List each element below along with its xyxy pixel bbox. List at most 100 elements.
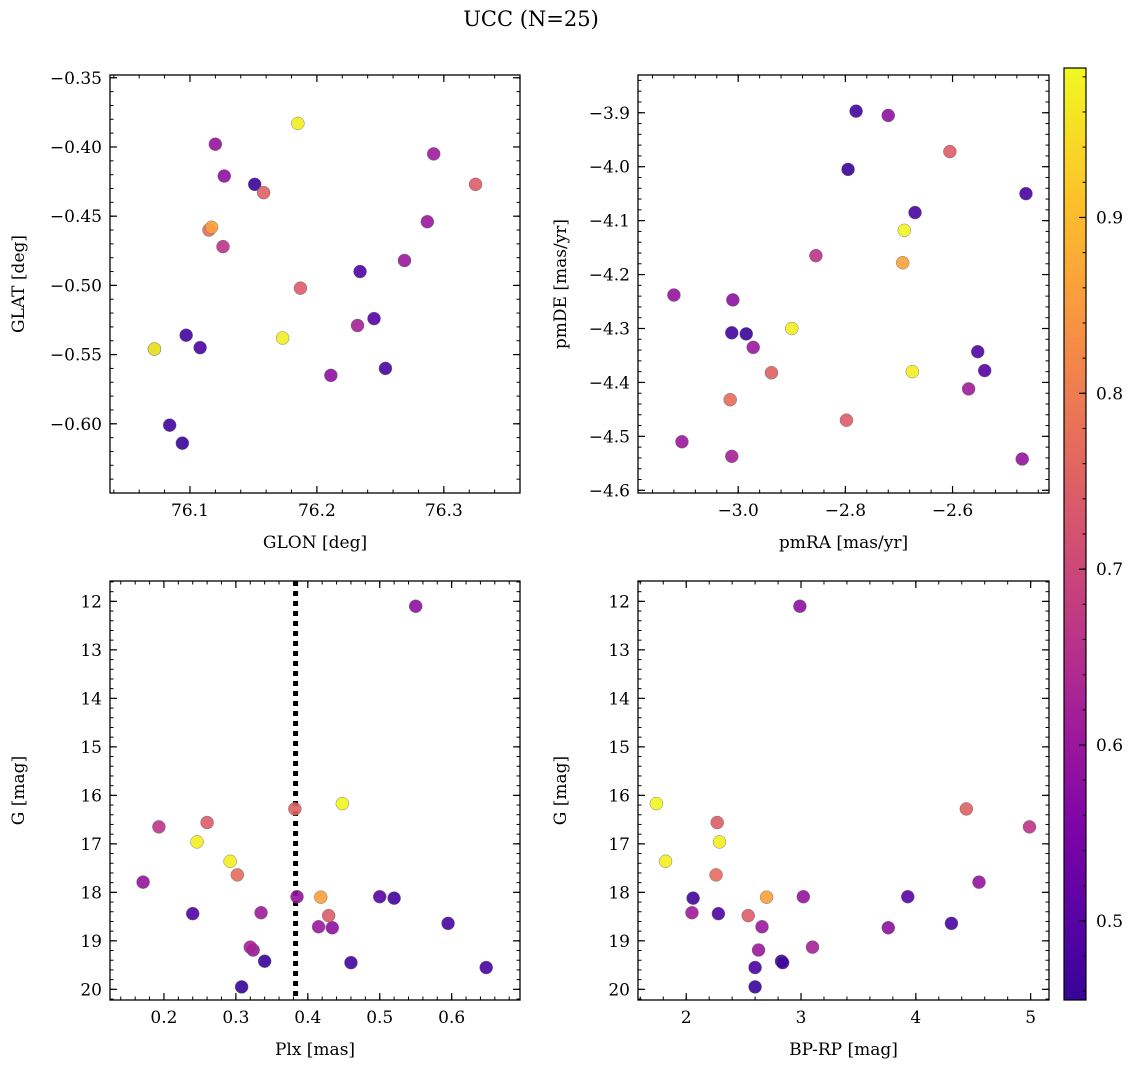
colorbar-tick-label: 0.8 <box>1096 384 1123 404</box>
scatter-point <box>216 239 230 254</box>
colorbar-tick-label: 0.5 <box>1096 912 1123 932</box>
scatter-point <box>1015 452 1029 466</box>
x-tick-label: −3.0 <box>718 501 759 521</box>
scatter-point <box>959 802 974 816</box>
scatter-point <box>748 980 762 994</box>
scatter-point <box>441 916 455 931</box>
scatter-point <box>208 137 223 151</box>
scatter-point <box>908 205 922 220</box>
scatter-point <box>839 413 854 427</box>
scatter-point <box>972 875 986 889</box>
x-tick-label: 0.4 <box>294 1008 321 1028</box>
y-tick-label: 12 <box>608 592 630 612</box>
scatter-point <box>291 116 305 131</box>
scatter-point <box>711 906 726 921</box>
scatter-point <box>944 916 959 931</box>
y-tick-label: 13 <box>80 641 102 661</box>
scatter-point <box>147 342 162 356</box>
scatter-point <box>200 815 214 830</box>
y-tick-label: 20 <box>608 980 630 1000</box>
scatter-point <box>764 366 779 380</box>
scatter-points <box>667 104 1033 466</box>
scatter-point <box>1022 820 1037 834</box>
scatter-point <box>793 599 807 613</box>
scatter-point <box>321 908 336 923</box>
x-tick-label: −2.8 <box>825 501 866 521</box>
scatter-point <box>162 418 177 432</box>
scatter-point <box>896 255 910 270</box>
scatter-point <box>230 868 245 882</box>
y-tick-label: −4.6 <box>589 481 630 501</box>
y-tick-label: 12 <box>80 592 102 612</box>
x-tick-label: 4 <box>910 1008 921 1028</box>
y-tick-label: −4.2 <box>589 266 630 286</box>
y-tick-label: −4.3 <box>589 319 630 339</box>
figure-title: UCC (N=25) <box>463 7 599 31</box>
y-tick-label: 20 <box>80 980 102 1000</box>
scatter-point <box>746 340 760 355</box>
y-axis-label: G [mag] <box>551 756 571 825</box>
scatter-point <box>254 906 268 920</box>
scatter-point <box>739 327 753 341</box>
scatter-point <box>256 185 271 200</box>
scatter-point <box>796 890 811 904</box>
scatter-point <box>420 215 435 229</box>
panel-4: 2 3 4 5 12 13 14 15 16 17 18 19 20 BP-RP [mag] G [mag] <box>551 580 1050 1060</box>
scatter-point <box>881 921 895 935</box>
y-tick-label: 14 <box>80 689 102 709</box>
y-tick-label: 19 <box>608 932 630 952</box>
scatter-point <box>841 162 855 177</box>
panel-2: −3.0 −2.8 −2.6 −3.9 −4.0 −4.1 −4.2 −4.3 −4.4 −4.5… <box>551 74 1050 553</box>
y-axis-label: pmDE [mas/yr] <box>551 219 571 349</box>
x-tick-label: 3 <box>796 1008 807 1028</box>
scatter-point <box>881 108 895 123</box>
scatter-point <box>755 920 769 934</box>
colorbar-tick-label: 0.7 <box>1096 560 1123 580</box>
y-tick-label: 16 <box>608 786 630 806</box>
scatter-point <box>725 326 739 340</box>
scatter-point <box>710 815 724 830</box>
y-tick-label: −0.55 <box>50 346 102 366</box>
scatter-point <box>409 599 423 613</box>
x-tick-label: 2 <box>681 1008 692 1028</box>
y-tick-label: 14 <box>608 689 630 709</box>
x-tick-label: −2.6 <box>932 501 973 521</box>
x-tick-label: 76.2 <box>298 501 336 521</box>
scatter-point <box>223 854 237 869</box>
scatter-point <box>275 331 290 345</box>
scatter-point <box>901 890 915 904</box>
scatter-point <box>809 248 823 263</box>
y-tick-label: −0.45 <box>50 207 102 227</box>
scatter-point <box>468 177 483 192</box>
scatter-point <box>479 960 493 975</box>
y-tick-label: −0.50 <box>50 276 102 296</box>
colorbar: 0.5 0.6 0.7 0.8 0.9 <box>1063 67 1123 1001</box>
scatter-point <box>905 364 920 379</box>
x-axis-label: BP-RP [mag] <box>789 1040 898 1060</box>
scatter-point <box>314 890 328 904</box>
y-tick-label: −4.5 <box>589 427 630 447</box>
y-tick-label: 18 <box>80 883 102 903</box>
scatter-point <box>686 891 700 905</box>
scatter-point <box>243 940 257 954</box>
scatter-point <box>426 147 441 161</box>
scatter-point <box>1019 186 1033 201</box>
y-tick-label: −0.60 <box>50 415 102 435</box>
panel-3: 0.2 0.3 0.4 0.5 0.6 12 13 14 15 16 17 18 19 20 Plx [ma… <box>9 580 521 1060</box>
scatter-point <box>290 890 304 904</box>
scatter-points <box>136 599 493 994</box>
scatter-point <box>725 449 739 464</box>
x-axis-label: Plx [mas] <box>275 1040 355 1060</box>
scatter-point <box>175 436 190 450</box>
y-tick-label: 17 <box>608 835 630 855</box>
scatter-point <box>378 361 393 376</box>
scatter-point <box>977 363 992 378</box>
scatter-point <box>248 177 262 192</box>
x-tick-label: 76.3 <box>425 501 463 521</box>
scatter-point <box>186 906 200 921</box>
panels: 76.1 76.2 76.3 −0.35 −0.40 −0.45 −0.50 −0.55 −0.… <box>9 69 1050 1060</box>
y-tick-label: 19 <box>80 932 102 952</box>
scatter-point <box>257 954 272 968</box>
scatter-point <box>751 943 766 957</box>
x-axis-label: pmRA [mas/yr] <box>779 533 908 553</box>
